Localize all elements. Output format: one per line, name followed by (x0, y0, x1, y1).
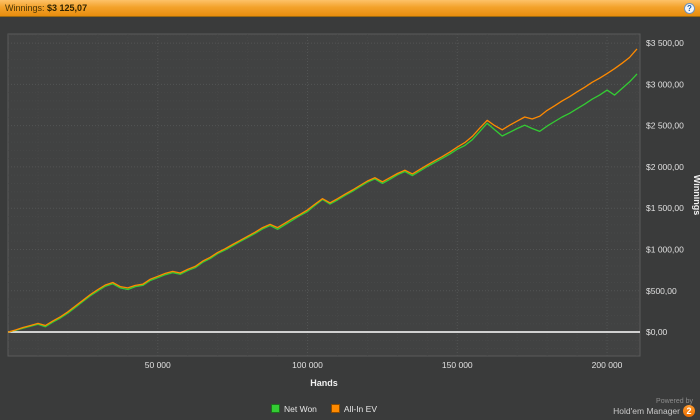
legend-label: Net Won (284, 403, 317, 414)
winnings-value: $3 125,07 (47, 3, 88, 13)
legend-item-net-won[interactable]: Net Won (271, 404, 317, 414)
y-tick-label: $0,00 (646, 327, 668, 337)
winnings-label: Winnings: (5, 3, 45, 13)
plot-area (7, 33, 641, 357)
x-tick-label: 200 000 (592, 360, 623, 370)
y-tick-label: $1 500,00 (646, 203, 684, 213)
x-axis-title: Hands (310, 378, 338, 388)
y-tick-label: $1 000,00 (646, 244, 684, 254)
powered-by: Powered by Hold'em Manager 2 (613, 398, 695, 417)
winnings-summary: Winnings: $3 125,07 (5, 3, 87, 13)
x-tick-label: 100 000 (292, 360, 323, 370)
hm2-logo: 2 (683, 405, 695, 417)
winnings-graph[interactable]: 50 000 100 000 150 000 200 000 $0,00 $500,00 $… (0, 17, 700, 420)
y-axis-title: Winnings (692, 175, 700, 215)
y-tick-label: $3 000,00 (646, 79, 684, 89)
legend-item-all-in-ev[interactable]: All-In EV (330, 403, 377, 414)
legend-swatch (330, 404, 340, 413)
powered-by-label: Powered by (656, 398, 693, 405)
legend-label: All-In EV (343, 403, 377, 414)
help-icon[interactable]: ? (684, 2, 695, 14)
y-tick-label: $2 500,00 (646, 121, 684, 131)
y-tick-label: $3 500,00 (646, 38, 684, 48)
legend-swatch (271, 404, 280, 413)
brand-name: Hold'em Manager (613, 406, 680, 416)
chart-legend: Net Won All-In EV (0, 404, 648, 416)
y-tick-label: $500,00 (646, 286, 677, 296)
series-all-in-ev (7, 48, 638, 333)
chart-canvas: 50 000 100 000 150 000 200 000 $0,00 $500,00 $… (7, 33, 700, 388)
winnings-header-bar: Winnings: $3 125,07 ? (0, 0, 700, 17)
y-tick-label: $2 000,00 (646, 162, 684, 172)
x-tick-label: 150 000 (442, 360, 473, 370)
brand-row: Hold'em Manager 2 (613, 405, 695, 417)
x-tick-label: 50 000 (145, 360, 171, 370)
